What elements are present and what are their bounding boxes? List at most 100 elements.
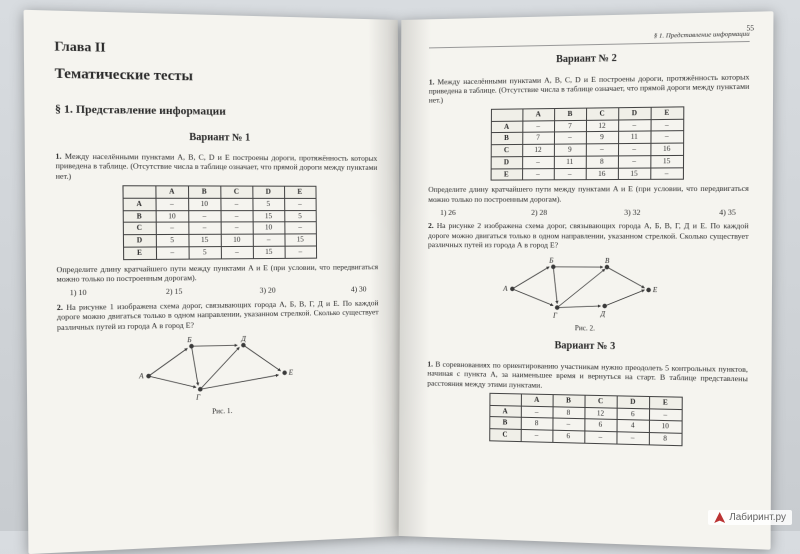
table-cell: 5 — [284, 210, 316, 222]
table-row-header: C — [489, 429, 521, 442]
table-cell: 7 — [522, 132, 554, 144]
labirint-logo-icon — [714, 512, 725, 523]
table-cell: – — [650, 119, 683, 131]
table-cell: 9 — [586, 132, 618, 144]
table-cell: – — [586, 144, 618, 156]
running-head: § 1. Представление информации — [429, 31, 750, 49]
table-cell: – — [284, 222, 316, 234]
answer-option: 2) 15 — [166, 287, 183, 297]
table-row-header: A — [123, 198, 156, 210]
table-header-cell: D — [617, 396, 649, 409]
table-cell: 10 — [156, 210, 189, 222]
table-header-cell: D — [252, 186, 284, 198]
table-cell: – — [650, 167, 683, 179]
open-book: Глава II Тематические тесты § 1. Предста… — [40, 20, 760, 510]
chapter-title: Тематические тесты — [55, 66, 377, 90]
table-cell: – — [522, 120, 554, 132]
table-header-cell — [491, 109, 523, 121]
table-header-cell: A — [522, 108, 554, 120]
table-cell: – — [649, 408, 682, 421]
table-cell: 9 — [554, 144, 586, 156]
table-row-header: A — [489, 405, 521, 418]
answer-option: 3) 32 — [624, 208, 640, 218]
task-r1-text: 1. Между населёнными пунктами A, B, C, D… — [429, 72, 750, 106]
table-cell: – — [188, 210, 220, 222]
table-cell: 15 — [284, 234, 316, 246]
table-row-header: E — [123, 247, 156, 259]
table-cell: 8 — [552, 406, 584, 419]
table-header-cell: A — [155, 186, 188, 198]
task-2-text: 2. На рисунке 1 изображена схема дорог, … — [57, 298, 379, 332]
page-left: Глава II Тематические тесты § 1. Предста… — [24, 10, 403, 554]
table-cell: 6 — [617, 408, 649, 421]
table-cell: – — [156, 222, 189, 234]
svg-text:Б: Б — [186, 336, 191, 344]
table-header-cell: E — [284, 186, 316, 198]
table-cell: 6 — [584, 419, 616, 432]
chapter-heading: Глава II — [54, 38, 376, 62]
table-cell: 15 — [650, 155, 683, 167]
table-cell: – — [155, 198, 188, 210]
task-1-after: Определите длину кратчайшего пути между … — [56, 262, 378, 284]
table-header-cell: B — [188, 186, 220, 198]
table-cell: – — [188, 222, 220, 234]
table-cell: – — [618, 155, 650, 167]
graph-diagram-2: АБ ГВ ДЕ — [498, 254, 674, 323]
variant-heading: Вариант № 1 — [55, 130, 377, 146]
figure-1: АБ ГД Е Рис. 1. — [57, 330, 379, 421]
svg-text:Е: Е — [652, 285, 658, 293]
table-cell: – — [253, 234, 285, 246]
figure-caption: Рис. 1. — [58, 402, 380, 421]
table-cell: 8 — [521, 418, 553, 431]
task-body: Между населёнными пунктами A, B, C, D и … — [429, 72, 750, 105]
table-cell: – — [521, 430, 553, 443]
answer-option: 1) 10 — [70, 288, 87, 298]
table-cell: 10 — [649, 421, 682, 434]
answer-row-1: 1) 10 2) 15 3) 20 4) 30 — [70, 285, 367, 298]
table-row-header: C — [123, 222, 156, 234]
answer-option: 4) 35 — [719, 208, 736, 218]
figure-caption: Рис. 2. — [428, 322, 749, 335]
table-row-header: D — [491, 156, 523, 168]
svg-text:Е: Е — [288, 368, 294, 376]
table-cell: 8 — [586, 156, 618, 168]
table-cell: 15 — [618, 168, 650, 180]
variant-heading: Вариант № 2 — [429, 50, 750, 69]
table-cell: 15 — [253, 210, 285, 222]
table-cell: – — [156, 247, 189, 259]
distance-table-1: ABCDEA–10–5–B10––155C–––10–D51510–15E–5–… — [122, 185, 317, 259]
table-cell: – — [285, 246, 317, 258]
table-header-cell: C — [220, 186, 252, 198]
task-r3-text: 1. В соревнованиях по ориентированию уча… — [427, 359, 748, 393]
table-header-cell: A — [521, 394, 553, 407]
table-header-cell — [122, 186, 155, 198]
table-cell: – — [221, 246, 253, 258]
task-body: На рисунке 1 изображена схема дорог, свя… — [57, 298, 379, 332]
distance-table-3: ABCDEA–8126–B8–6410C–6––8 — [489, 393, 683, 446]
svg-text:В: В — [605, 256, 610, 264]
table-header-cell: C — [584, 395, 616, 408]
task-number: 1. — [427, 359, 433, 368]
table-cell: 5 — [156, 235, 189, 247]
table-cell: 11 — [618, 131, 650, 143]
svg-text:Г: Г — [552, 311, 558, 319]
table-cell: 6 — [552, 430, 584, 443]
table-cell: 12 — [586, 119, 618, 131]
table-header-cell: B — [553, 394, 585, 407]
answer-option: 4) 30 — [351, 285, 367, 295]
table-cell: – — [618, 143, 650, 155]
table-header-cell: E — [649, 396, 682, 409]
variant-heading: Вариант № 3 — [427, 339, 748, 356]
table-cell: – — [584, 431, 616, 444]
table-header-cell: C — [586, 107, 618, 119]
table-cell: – — [220, 210, 252, 222]
svg-text:А: А — [502, 284, 508, 292]
answer-option: 3) 20 — [260, 286, 276, 296]
svg-text:Б: Б — [548, 256, 553, 264]
table-cell: – — [552, 418, 584, 431]
table-row-header: B — [491, 133, 523, 145]
table-row-header: B — [123, 210, 156, 222]
table-cell: – — [284, 198, 316, 210]
table-cell: 10 — [253, 222, 285, 234]
table-cell: 16 — [650, 143, 683, 155]
